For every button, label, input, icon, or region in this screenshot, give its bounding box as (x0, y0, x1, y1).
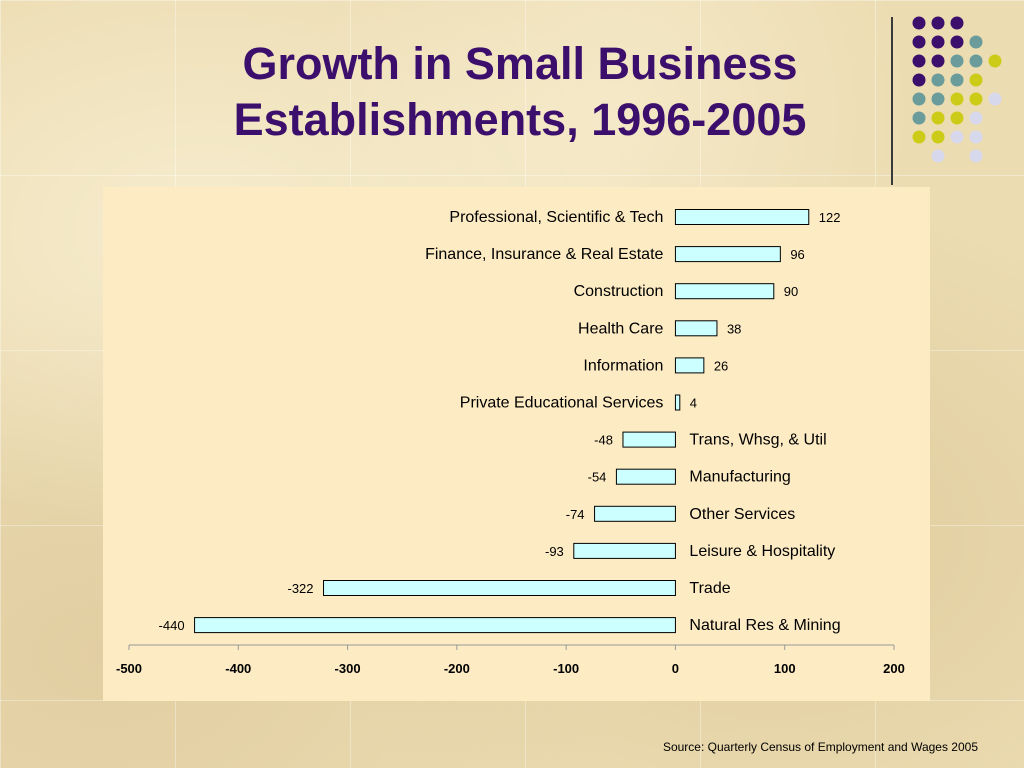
chart-area: Professional, Scientific & Tech 122 Financ… (103, 187, 930, 701)
decorative-dot (950, 130, 964, 144)
data-label: 38 (727, 321, 741, 336)
data-label: -440 (159, 618, 185, 633)
bar (674, 209, 810, 225)
data-label: 96 (790, 247, 804, 262)
data-label: -93 (545, 544, 564, 559)
bar (194, 617, 676, 634)
decorative-dot (931, 35, 945, 49)
data-label: -322 (287, 581, 313, 596)
decorative-dot (912, 130, 926, 144)
decorative-dot (931, 130, 945, 144)
decorative-dot (950, 73, 964, 87)
x-axis-tick-label: -500 (116, 661, 142, 676)
category-label: Natural Res & Mining (689, 617, 840, 634)
decorative-dot (969, 111, 983, 125)
bar (674, 320, 718, 337)
category-label: Information (583, 357, 663, 374)
data-label: -74 (566, 507, 585, 522)
data-label: 4 (690, 396, 697, 411)
source-note: Source: Quarterly Census of Employment a… (662, 740, 978, 754)
decorative-dot (912, 16, 926, 30)
bar (674, 246, 781, 263)
bar (674, 394, 681, 411)
bar (674, 283, 775, 300)
decorative-dot (950, 111, 964, 125)
decorative-dot (931, 16, 945, 30)
decorative-dot (969, 35, 983, 49)
decorative-dot (912, 73, 926, 87)
decorative-dot (912, 111, 926, 125)
category-label: Finance, Insurance & Real Estate (425, 246, 663, 263)
decorative-dot (931, 54, 945, 68)
decorative-dot (912, 35, 926, 49)
category-label: Private Educational Services (460, 395, 664, 412)
x-axis-tick-label: 0 (672, 661, 679, 676)
x-axis-tick-label: -400 (225, 661, 251, 676)
decorative-dot (931, 111, 945, 125)
bar (674, 357, 705, 374)
title-line-2: Establishments, 1996-2005 (233, 94, 807, 145)
decorative-dot (912, 54, 926, 68)
decorative-dot (969, 149, 983, 163)
category-label: Trans, Whsg, & Util (689, 432, 826, 449)
decorative-dot (912, 92, 926, 106)
slide-title: Growth in Small Business Establishments,… (140, 36, 900, 148)
decorative-dot (950, 92, 964, 106)
category-label: Manufacturing (689, 469, 790, 486)
decorative-dot (931, 73, 945, 87)
data-label: -54 (588, 470, 607, 485)
data-label: 90 (784, 284, 798, 299)
decorative-dot (931, 92, 945, 106)
x-axis-tick-label: 100 (774, 661, 796, 676)
decorative-dot (988, 92, 1002, 106)
bar (594, 505, 676, 522)
decorative-dot (950, 54, 964, 68)
bar (622, 431, 676, 448)
decorative-vertical-rule (891, 17, 893, 185)
x-axis-tick-label: 200 (883, 661, 905, 676)
data-label: 26 (714, 358, 728, 373)
title-line-1: Growth in Small Business (242, 38, 798, 89)
x-axis-tick-label: -300 (335, 661, 361, 676)
decorative-dot (950, 35, 964, 49)
category-label: Trade (689, 580, 730, 597)
decorative-dot (969, 130, 983, 144)
x-axis-tick-label: -200 (444, 661, 470, 676)
bar (615, 468, 676, 485)
decorative-dot (950, 16, 964, 30)
bar (573, 542, 676, 559)
decorative-dot (969, 92, 983, 106)
decorative-dot (969, 54, 983, 68)
category-label: Construction (574, 283, 664, 300)
decorative-dot (969, 73, 983, 87)
x-axis-tick-label: -100 (553, 661, 579, 676)
decorative-dot (931, 149, 945, 163)
bar-chart: Professional, Scientific & Tech 122 Financ… (116, 209, 905, 676)
data-label: 122 (819, 210, 841, 225)
category-label: Professional, Scientific & Tech (449, 209, 663, 226)
data-label: -48 (594, 433, 613, 448)
bar (323, 580, 676, 596)
category-label: Other Services (689, 506, 795, 523)
category-label: Leisure & Hospitality (689, 543, 835, 560)
decorative-dot (988, 54, 1002, 68)
category-label: Health Care (578, 320, 663, 337)
